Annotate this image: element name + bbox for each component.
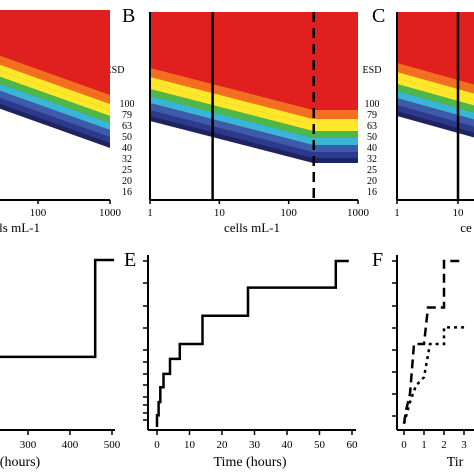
legend-label: ESD (363, 65, 382, 76)
x-axis-title: (hours) (0, 455, 41, 470)
heat-band (150, 77, 358, 125)
x-tick-label: 100 (30, 207, 47, 219)
legend-label: 25 (367, 165, 377, 176)
heat-band (150, 116, 358, 163)
legend-label: 16 (122, 187, 132, 198)
x-axis-title: Time (hours) (214, 455, 287, 470)
legend-label: 100 (120, 99, 135, 110)
x-tick-label: 50 (314, 439, 326, 451)
x-tick-label: 300 (20, 439, 37, 451)
legend-label: 79 (122, 110, 132, 121)
heat-blank (397, 116, 474, 200)
x-tick-label: 1 (421, 439, 427, 451)
series-line (402, 326, 468, 425)
heat-blank (150, 121, 358, 200)
heat-band (150, 103, 358, 152)
heat-band (150, 89, 358, 138)
heat-band (0, 83, 110, 130)
heat-band (150, 96, 358, 145)
heat-band (0, 60, 110, 104)
x-tick-label: 10 (453, 207, 465, 219)
x-axis-title: Tir (447, 455, 464, 470)
x-tick-label: 1000 (347, 207, 370, 219)
heat-band (397, 68, 474, 94)
heat-band (397, 84, 474, 113)
legend-label: 40 (367, 143, 377, 154)
x-tick-label: 40 (282, 439, 294, 451)
x-axis-title: cells mL-1 (0, 220, 40, 235)
panel-letter-f: F (372, 249, 383, 271)
x-tick-label: 1 (394, 207, 400, 219)
panel-letter-b: B (122, 5, 135, 27)
legend-label: 32 (367, 154, 377, 165)
heat-band (397, 63, 474, 90)
panel-b: 1 10 100 1000 cells mL-1 (147, 12, 370, 235)
heat-band (150, 110, 358, 158)
legend-label: 32 (122, 154, 132, 165)
heat-band (397, 91, 474, 120)
heat-band (150, 83, 358, 131)
legend-label: 63 (367, 121, 377, 132)
x-tick-label: 30 (249, 439, 261, 451)
panel-e: 0 10 20 30 40 50 60 Time (hours) (143, 255, 358, 470)
x-tick-label: 400 (62, 439, 79, 451)
panel-a: 100 1000 cells mL-1 (0, 10, 122, 235)
x-tick-label: 100 (280, 207, 297, 219)
legend-label: 20 (367, 176, 377, 187)
x-tick-label: 1 (147, 207, 153, 219)
panel-f: 0 1 2 3 Tir (392, 255, 474, 470)
x-tick-label: 3 (461, 439, 467, 451)
panel-d: 300 400 500 (hours) (0, 258, 121, 470)
legend-label: 100 (365, 99, 380, 110)
panel-letter-c: C (372, 5, 385, 27)
heat-band (397, 98, 474, 127)
x-tick-label: 10 (214, 207, 226, 219)
legend-label: 79 (367, 110, 377, 121)
x-axis-title: ce (460, 220, 472, 235)
heat-band (150, 68, 358, 115)
x-tick-label: 2 (441, 439, 447, 451)
heat-band (0, 97, 110, 143)
legend-label: 50 (367, 132, 377, 143)
legend-label: 50 (122, 132, 132, 143)
x-axis-title: cells mL-1 (224, 220, 280, 235)
legend-label: 40 (122, 143, 132, 154)
x-tick-label: 0 (401, 439, 407, 451)
x-tick-label: 10 (184, 439, 196, 451)
x-tick-label: 500 (104, 439, 121, 451)
heat-blank (0, 108, 110, 200)
legend-labels-c: ESD 100 79 63 50 40 32 25 20 16 (363, 65, 382, 198)
heat-band (0, 64, 110, 110)
legend-label: ESD (106, 65, 125, 76)
heat-band (0, 55, 110, 100)
series-line (402, 259, 460, 424)
legend-label: 20 (122, 176, 132, 187)
x-tick-label: 60 (347, 439, 359, 451)
heat-band (397, 78, 474, 106)
x-tick-label: 1000 (99, 207, 122, 219)
x-tick-label: 0 (154, 439, 160, 451)
heat-band (397, 72, 474, 100)
heat-band (0, 90, 110, 137)
heat-band (397, 105, 474, 133)
heat-band (397, 111, 474, 138)
heat-band (0, 70, 110, 116)
legend-labels-b: ESD 100 79 63 50 40 32 25 20 16 (106, 65, 135, 198)
series-line (0, 258, 115, 359)
legend-label: 63 (122, 121, 132, 132)
series-line (155, 259, 349, 427)
panel-letter-e: E (124, 249, 136, 271)
legend-label: 25 (122, 165, 132, 176)
x-tick-label: 20 (217, 439, 229, 451)
legend-label: 16 (367, 187, 377, 198)
heat-band (0, 103, 110, 148)
heat-band (0, 76, 110, 123)
